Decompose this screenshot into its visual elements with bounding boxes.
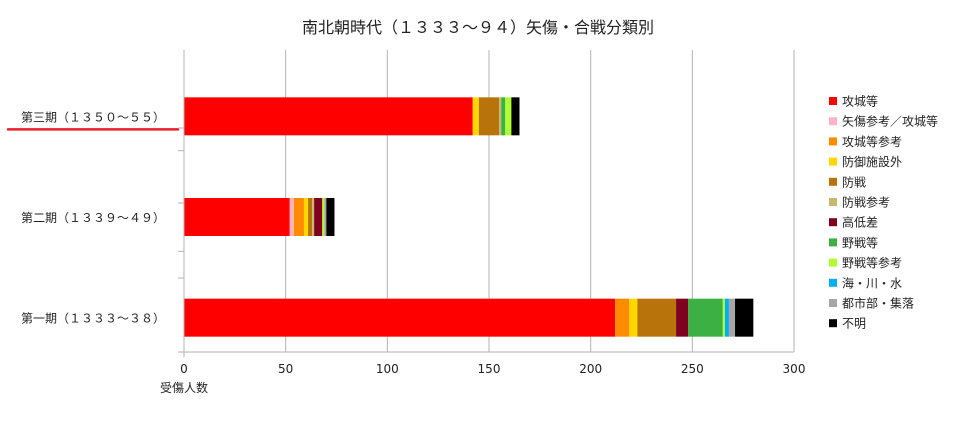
legend-label: 攻城等参考	[842, 134, 902, 149]
bar-segment	[478, 97, 500, 136]
bar-segment	[629, 298, 638, 337]
bar-segment	[314, 198, 323, 236]
legend-swatch	[829, 97, 837, 105]
bar-segment	[293, 198, 304, 236]
bar-segment	[676, 298, 689, 337]
x-tick-label: 100	[376, 362, 399, 376]
legend-swatch	[829, 278, 837, 287]
bar-segment	[184, 298, 616, 337]
bar-segment	[326, 198, 335, 236]
y-category-label: 第一期（１３３３～３８）	[21, 312, 165, 326]
legend-swatch	[829, 258, 837, 267]
bar-segment	[501, 97, 506, 136]
bars	[184, 97, 754, 337]
bar-segment	[735, 298, 754, 337]
legend-swatch	[829, 177, 837, 186]
x-axis-label: 受傷人数	[160, 380, 208, 395]
legend-swatch	[829, 218, 837, 227]
legend-swatch	[829, 238, 837, 247]
bar-segment	[499, 97, 502, 136]
bar-segment	[637, 298, 677, 337]
x-tick-label: 150	[478, 362, 501, 376]
legend-label: 野戦等	[842, 236, 878, 250]
legend-label: 防御施設外	[842, 154, 902, 169]
bar-segment	[724, 298, 729, 337]
x-tick-label: 0	[180, 362, 188, 376]
legend-label: 野戦等参考	[842, 255, 902, 270]
bar-segment	[615, 298, 630, 337]
y-category-label: 第二期（１３３９～４９）	[21, 211, 165, 225]
legend-label: 不明	[842, 317, 866, 331]
chart-title: 南北朝時代（１３３３～９４）矢傷・合戦分類別	[302, 18, 654, 37]
legend: 攻城等矢傷参考／攻城等攻城等参考防御施設外防戦防戦参考高低差野戦等野戦等参考海・…	[829, 95, 938, 331]
legend-swatch	[829, 299, 837, 307]
bar-segment	[184, 97, 473, 136]
x-tick-label: 50	[278, 362, 293, 376]
bar-segment	[722, 298, 725, 337]
legend-swatch	[829, 157, 837, 166]
legend-swatch	[829, 319, 837, 328]
legend-label: 防戦	[842, 174, 866, 189]
x-tick-label: 300	[783, 362, 806, 376]
bar-segment	[308, 198, 313, 236]
bar-segment	[324, 198, 327, 236]
bar-segment	[303, 198, 309, 236]
bar-segment	[472, 97, 479, 136]
legend-label: 海・川・水	[842, 275, 902, 290]
bar-segment	[184, 198, 290, 236]
bar-segment	[728, 298, 736, 337]
bar-segment	[312, 198, 315, 236]
bar-segment	[322, 198, 325, 236]
legend-swatch	[829, 117, 837, 126]
legend-label: 矢傷参考／攻城等	[842, 114, 938, 129]
legend-swatch	[829, 137, 837, 146]
x-tick-label: 250	[681, 362, 704, 376]
legend-label: 攻城等	[842, 95, 878, 109]
legend-label: 防戦参考	[842, 195, 890, 210]
legend-label: 高低差	[842, 215, 878, 230]
axes: 0 50 100 150 200 250 300 第三期（１３５０～５５） 第二期（１３３９～４…	[6, 50, 806, 376]
y-category-label: 第三期（１３５０～５５）	[21, 110, 165, 124]
x-tick-label: 200	[579, 362, 602, 376]
bar-segment	[505, 97, 512, 136]
legend-swatch	[829, 198, 837, 206]
bar-segment	[289, 198, 294, 236]
bar-segment	[511, 97, 520, 136]
legend-label: 都市部・集落	[842, 296, 914, 311]
bar-segment	[688, 298, 723, 337]
